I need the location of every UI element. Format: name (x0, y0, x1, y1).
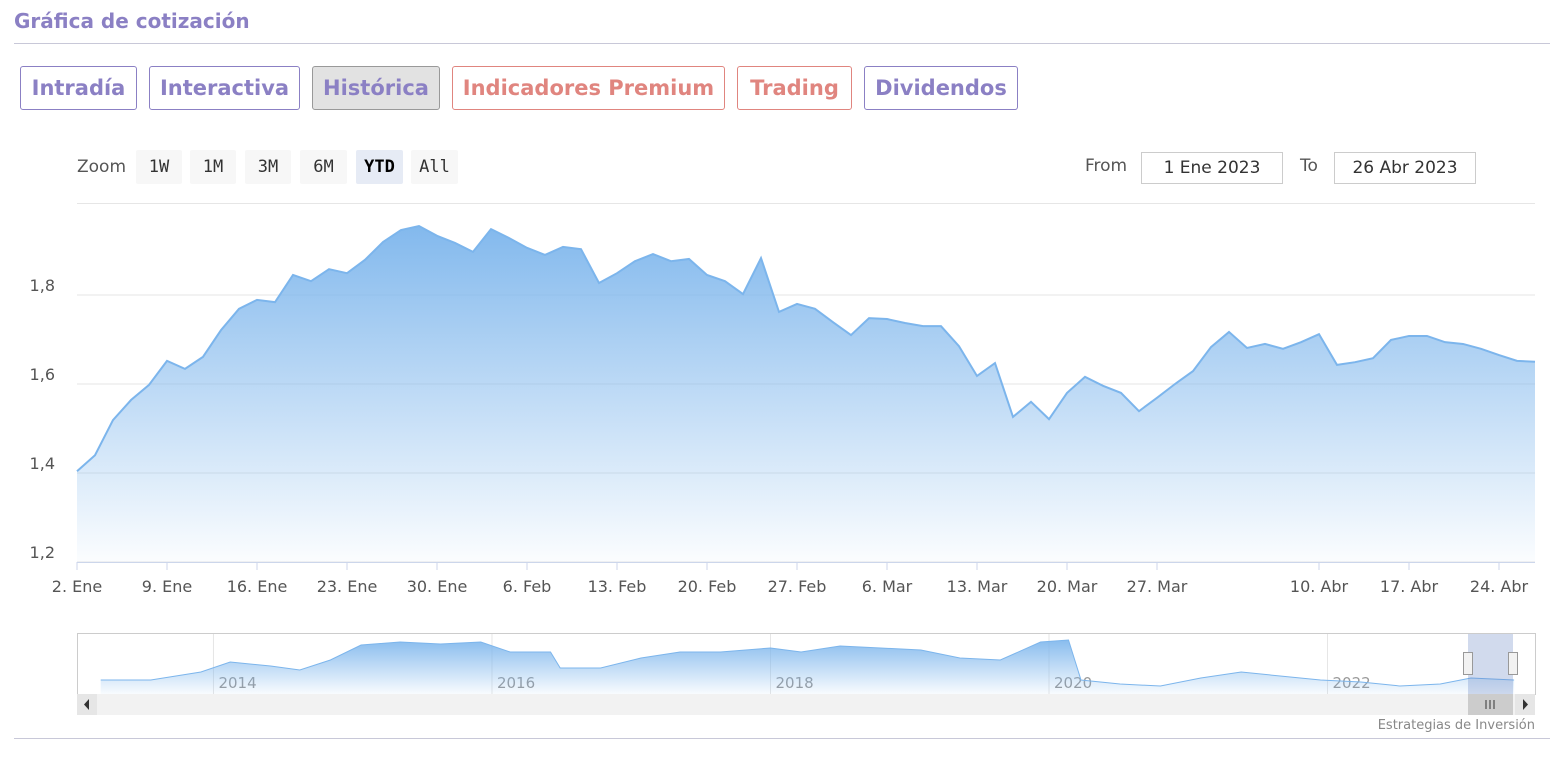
tab[interactable]: Trading (737, 66, 852, 110)
x-tick-label: 27. Feb (768, 577, 827, 596)
thumb-grip (1485, 700, 1495, 709)
navigator-area (100, 640, 1515, 694)
y-tick-label: 1,6 (30, 365, 55, 384)
price-line (76, 224, 1536, 472)
y-tick-label: 1,2 (30, 543, 55, 562)
navigator-line (100, 639, 1515, 687)
zoom-button[interactable]: 3M (245, 150, 291, 184)
x-tick-label: 13. Mar (947, 577, 1008, 596)
zoom-button[interactable]: YTD (356, 150, 403, 184)
zoom-button[interactable]: 6M (300, 150, 347, 184)
to-input[interactable]: 26 Abr 2023 (1334, 152, 1476, 184)
from-input[interactable]: 1 Ene 2023 (1141, 152, 1283, 184)
to-label: To (1300, 156, 1318, 176)
zoom-button[interactable]: 1W (136, 150, 182, 184)
tab[interactable]: Histórica (312, 66, 440, 110)
navigator-selection[interactable] (1468, 634, 1513, 694)
x-tick-label: 16. Ene (227, 577, 288, 596)
credit: Estrategias de Inversión (1378, 718, 1535, 733)
arrow-right (1523, 699, 1528, 710)
x-tick-label: 2. Ene (52, 577, 102, 596)
scrollbar-track[interactable] (77, 694, 1535, 715)
x-tick-label: 6. Mar (862, 577, 913, 596)
zoom-button[interactable]: All (411, 150, 458, 184)
x-tick-label: 20. Mar (1037, 577, 1098, 596)
x-tick-label: 6. Feb (503, 577, 552, 596)
x-tick-label: 23. Ene (317, 577, 378, 596)
area-fill (77, 226, 1535, 562)
arrow-left (84, 699, 89, 710)
y-tick-label: 1,8 (30, 276, 55, 295)
section-title: Gráfica de cotización (14, 9, 250, 33)
x-tick-label: 30. Ene (407, 577, 468, 596)
x-tick-label: 9. Ene (142, 577, 192, 596)
navigator-handle[interactable] (1463, 652, 1473, 675)
from-label: From (1085, 156, 1128, 176)
x-tick-label: 13. Feb (588, 577, 647, 596)
x-tick-label: 27. Mar (1127, 577, 1188, 596)
tab[interactable]: Indicadores Premium (452, 66, 725, 110)
y-tick-label: 1,4 (30, 454, 55, 473)
divider (14, 738, 1550, 739)
zoom-label: Zoom (77, 157, 127, 177)
navigator: 20142016201820202022 (100, 634, 1515, 694)
tab[interactable]: Dividendos (864, 66, 1018, 110)
tab[interactable]: Interactiva (149, 66, 300, 110)
main-plot: 1,2 1,4 1,6 1,8 2. Ene 9. Ene 16. Ene 23. Ene 30… (30, 224, 1536, 596)
x-tick-label: 17. Abr (1380, 577, 1439, 596)
x-tick-label: 10. Abr (1290, 577, 1349, 596)
x-tick-label: 24. Abr (1470, 577, 1529, 596)
tab[interactable]: Intradía (20, 66, 137, 110)
zoom-button[interactable]: 1M (190, 150, 236, 184)
x-tick-label: 20. Feb (678, 577, 737, 596)
divider (14, 43, 1550, 44)
navigator-handle[interactable] (1508, 652, 1518, 675)
